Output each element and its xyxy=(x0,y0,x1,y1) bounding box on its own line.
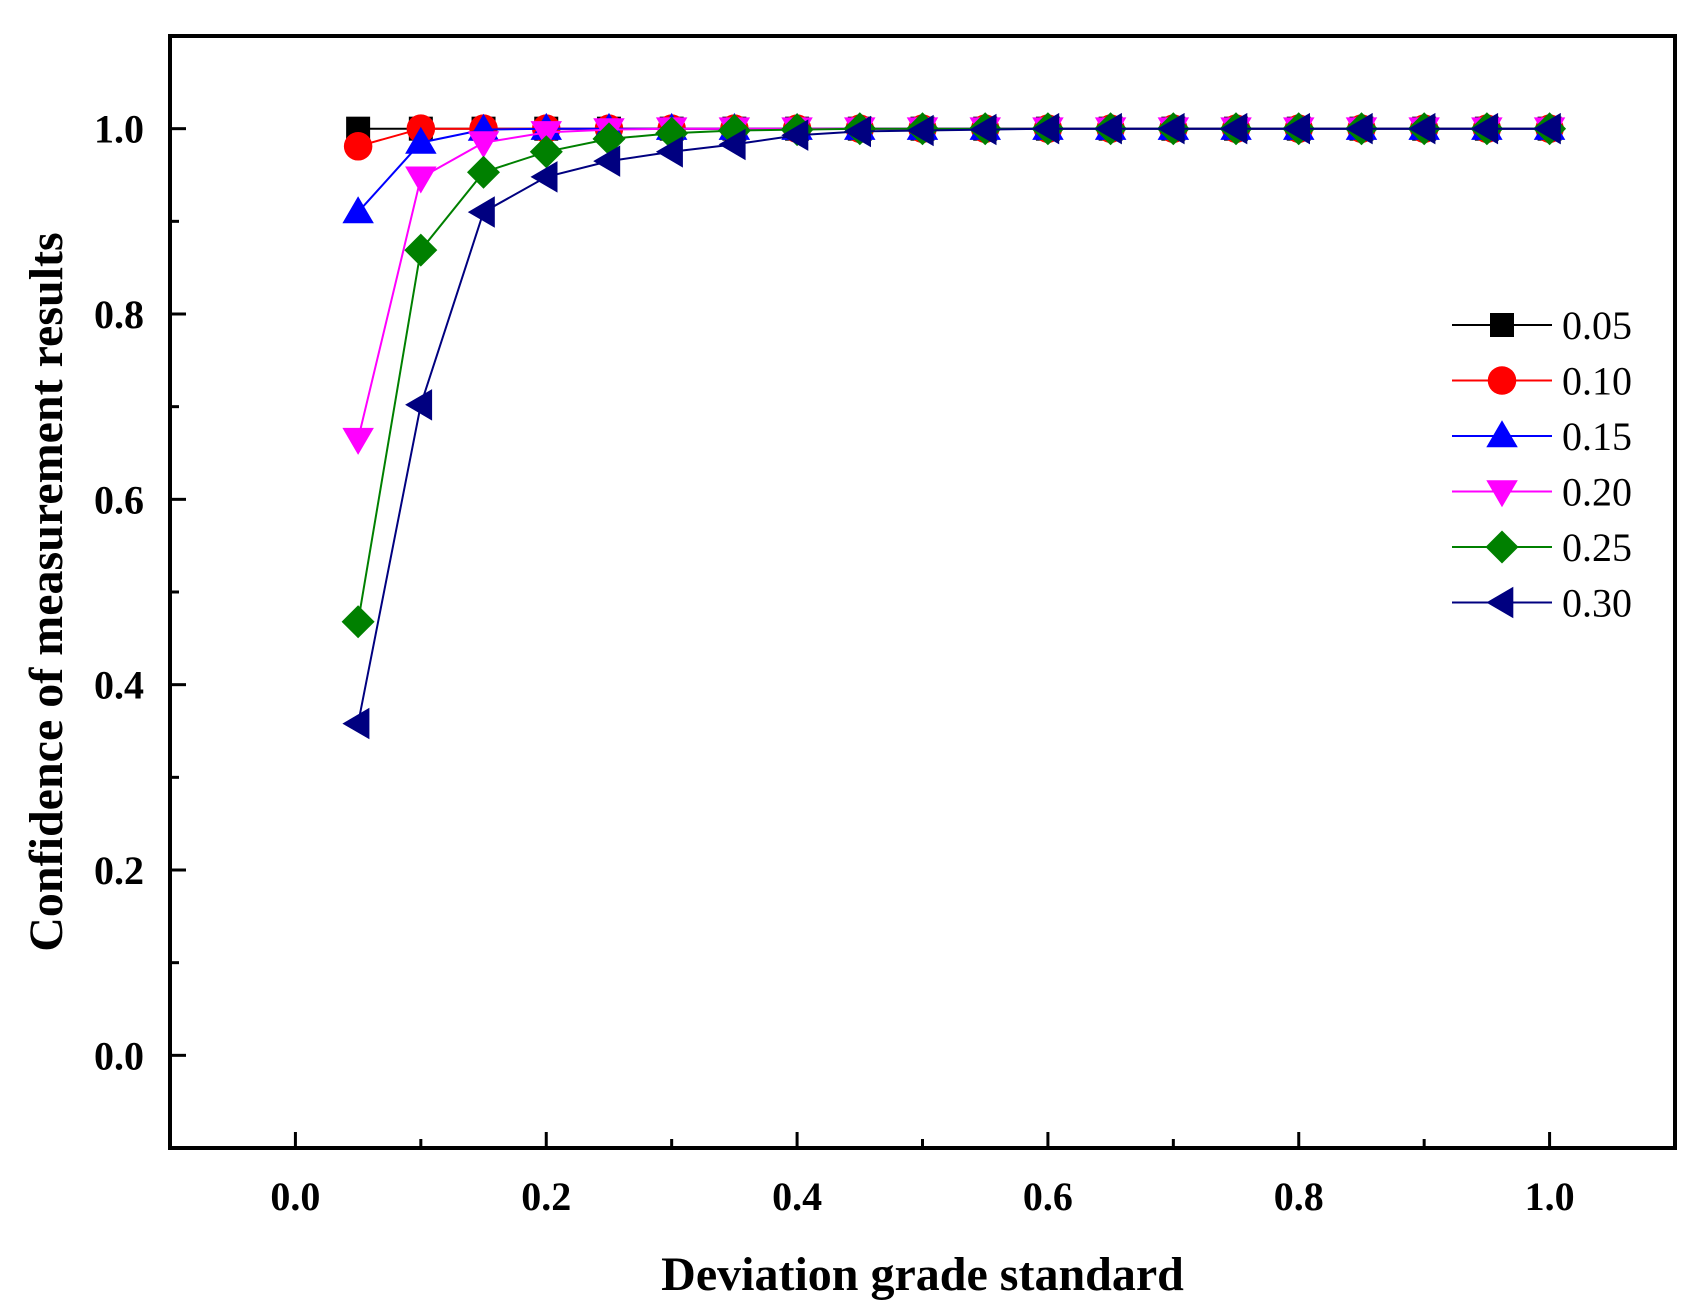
x-axis-title: Deviation grade standard xyxy=(661,1248,1184,1301)
plot-frame xyxy=(168,34,1677,1150)
legend-label: 0.30 xyxy=(1562,581,1632,626)
data-point-0.30 xyxy=(1408,112,1436,145)
data-point-0.15 xyxy=(405,126,437,154)
legend-marker xyxy=(1486,480,1518,508)
series-0.30 xyxy=(342,112,1561,740)
data-point-0.30 xyxy=(530,161,558,193)
data-point-0.20 xyxy=(467,131,500,159)
data-point-0.20 xyxy=(405,166,437,194)
data-point-0.30 xyxy=(1471,112,1499,145)
legend-item: 0.05 xyxy=(1452,303,1632,348)
legend-item: 0.20 xyxy=(1452,470,1632,515)
data-point-0.15 xyxy=(342,196,374,224)
data-point-0.30 xyxy=(467,196,495,228)
legend-item: 0.10 xyxy=(1452,359,1632,404)
data-point-0.30 xyxy=(1094,112,1122,145)
data-point-0.30 xyxy=(405,389,433,421)
data-point-0.25 xyxy=(529,135,563,169)
y-tick-label: 0.2 xyxy=(94,848,144,893)
data-point-0.30 xyxy=(1157,112,1185,145)
y-tick-label: 0.8 xyxy=(94,292,144,337)
y-tick-label: 0.0 xyxy=(94,1033,144,1078)
legend-marker xyxy=(1486,586,1514,619)
data-point-0.30 xyxy=(1032,112,1060,145)
legend-marker xyxy=(1490,313,1514,337)
data-point-0.25 xyxy=(467,155,500,189)
y-axis-title: Confidence of measurement results xyxy=(20,232,73,951)
data-point-0.30 xyxy=(342,707,370,740)
y-tick-label: 0.4 xyxy=(94,663,144,708)
legend-label: 0.20 xyxy=(1562,470,1632,515)
y-tick-label: 0.6 xyxy=(94,477,144,522)
data-point-0.20 xyxy=(530,121,562,149)
x-tick-label: 1.0 xyxy=(1525,1174,1575,1219)
data-point-0.10 xyxy=(343,132,373,161)
data-point-0.30 xyxy=(718,128,746,161)
legend-item: 0.25 xyxy=(1452,525,1632,570)
x-tick-label: 0.2 xyxy=(521,1174,571,1219)
data-point-0.30 xyxy=(1220,112,1248,145)
data-point-0.20 xyxy=(342,427,374,455)
legend-label: 0.15 xyxy=(1562,414,1632,459)
data-point-0.30 xyxy=(1533,112,1561,145)
data-point-0.30 xyxy=(655,136,683,168)
legend-marker xyxy=(1485,530,1519,564)
legend-marker xyxy=(1487,366,1517,395)
y-tick-label: 1.0 xyxy=(94,107,144,152)
series-layer xyxy=(341,112,1567,740)
x-tick-label: 0.6 xyxy=(1023,1174,1073,1219)
data-point-0.30 xyxy=(593,145,621,177)
tick-labels: 0.0 0.2 0.4 0.6 0.8 1.0 0.0 0.2 0.4 0.6 0.8 1.0 xyxy=(94,107,1575,1219)
data-point-0.25 xyxy=(341,605,375,639)
legend-label: 0.05 xyxy=(1562,303,1632,348)
data-point-0.30 xyxy=(1345,112,1373,145)
legend: 0.05 0.10 0.15 0.20 0.25 0.30 xyxy=(1452,303,1632,626)
data-point-0.30 xyxy=(969,113,997,146)
data-point-0.30 xyxy=(844,115,871,148)
legend-marker xyxy=(1486,420,1518,448)
x-tick-label: 0.8 xyxy=(1274,1174,1324,1219)
x-tick-label: 0.4 xyxy=(772,1174,822,1219)
legend-item: 0.15 xyxy=(1452,414,1632,459)
legend-label: 0.25 xyxy=(1562,525,1632,570)
data-point-0.30 xyxy=(1283,112,1310,145)
legend-item: 0.30 xyxy=(1452,581,1632,626)
x-tick-label: 0.0 xyxy=(270,1174,320,1219)
data-point-0.25 xyxy=(404,233,438,267)
legend-label: 0.10 xyxy=(1562,359,1632,404)
data-point-0.30 xyxy=(906,114,934,147)
data-point-0.30 xyxy=(781,119,809,151)
